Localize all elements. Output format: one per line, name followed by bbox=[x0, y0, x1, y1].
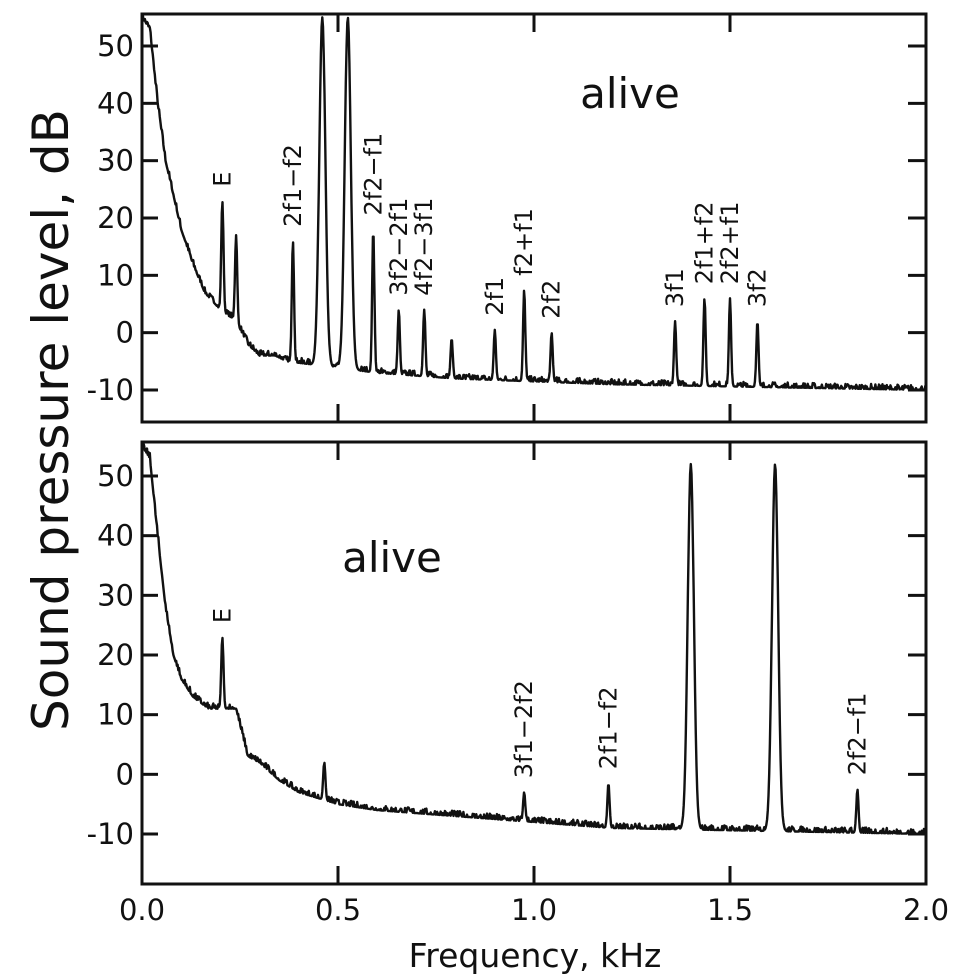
panel-bottom: -10 0 10 20 30 40 50 0.0 0.5 1.0 1.5 2.0 E 3f1−2f2 2… bbox=[87, 440, 949, 927]
y-tick-label: -10 bbox=[87, 373, 134, 407]
peak-label: 2f1−f2 bbox=[279, 144, 307, 227]
peak-label: 2f2 bbox=[538, 280, 566, 319]
peak-label: 3f2 bbox=[743, 268, 771, 307]
y-tick-label: 20 bbox=[97, 638, 134, 672]
x-tick-label: 1.0 bbox=[511, 893, 557, 927]
panel-title-bottom: alive bbox=[342, 533, 442, 582]
y-ticks-bottom: -10 0 10 20 30 40 50 bbox=[87, 459, 926, 851]
y-tick-label: 0 bbox=[116, 757, 134, 791]
peak-annotations-bottom: E 3f1−2f2 2f1−f2 2f2−f1 bbox=[208, 608, 871, 778]
y-tick-label: 50 bbox=[97, 29, 134, 63]
peak-label: 3f1 bbox=[661, 268, 689, 307]
peak-label: 2f1+f2 bbox=[691, 201, 719, 284]
x-tick-label: 0.0 bbox=[119, 893, 165, 927]
y-tick-label: 10 bbox=[97, 258, 134, 292]
peak-label: E bbox=[208, 608, 236, 623]
y-tick-label: 50 bbox=[97, 459, 134, 493]
x-axis-title: Frequency, kHz bbox=[409, 936, 662, 975]
x-tick-label: 1.5 bbox=[707, 893, 753, 927]
peak-label: 4f2−3f1 bbox=[410, 198, 438, 296]
peak-label: f2+f1 bbox=[510, 208, 538, 276]
y-tick-label: 40 bbox=[97, 519, 134, 553]
spectrum-trace-top bbox=[140, 12, 927, 392]
y-tick-label: 40 bbox=[97, 86, 134, 120]
peak-label: 3f2−2f1 bbox=[385, 198, 413, 296]
y-tick-label: 20 bbox=[97, 201, 134, 235]
panel-title-top: alive bbox=[580, 69, 680, 118]
spectrum-trace-bottom bbox=[140, 441, 928, 836]
y-ticks-top: -10 0 10 20 30 40 50 bbox=[87, 29, 926, 407]
y-tick-label: 30 bbox=[97, 578, 134, 612]
x-ticks-bottom: 0.0 0.5 1.0 1.5 2.0 bbox=[119, 442, 949, 927]
y-tick-label: 0 bbox=[116, 316, 134, 350]
y-axis-title: Sound pressure level, dB bbox=[22, 109, 80, 731]
peak-label: 2f1−f2 bbox=[595, 686, 623, 769]
x-tick-label: 0.5 bbox=[315, 893, 361, 927]
panel-top: -10 0 10 20 30 40 50 E 2f1−f2 2f2−f13f2−2f14f2−3… bbox=[87, 12, 928, 424]
peak-label: 3f1−2f2 bbox=[510, 680, 538, 778]
peak-label: E bbox=[208, 172, 236, 187]
peak-label: 2f2−f1 bbox=[843, 692, 871, 775]
peak-label: 2f2+f1 bbox=[716, 201, 744, 284]
x-ticks-top bbox=[336, 14, 732, 422]
peak-label: 2f2−f1 bbox=[359, 133, 387, 216]
x-tick-label: 2.0 bbox=[903, 893, 949, 927]
y-tick-label: -10 bbox=[87, 817, 134, 851]
y-tick-label: 30 bbox=[97, 144, 134, 178]
peak-label: 2f1 bbox=[481, 277, 509, 316]
y-tick-label: 10 bbox=[97, 698, 134, 732]
